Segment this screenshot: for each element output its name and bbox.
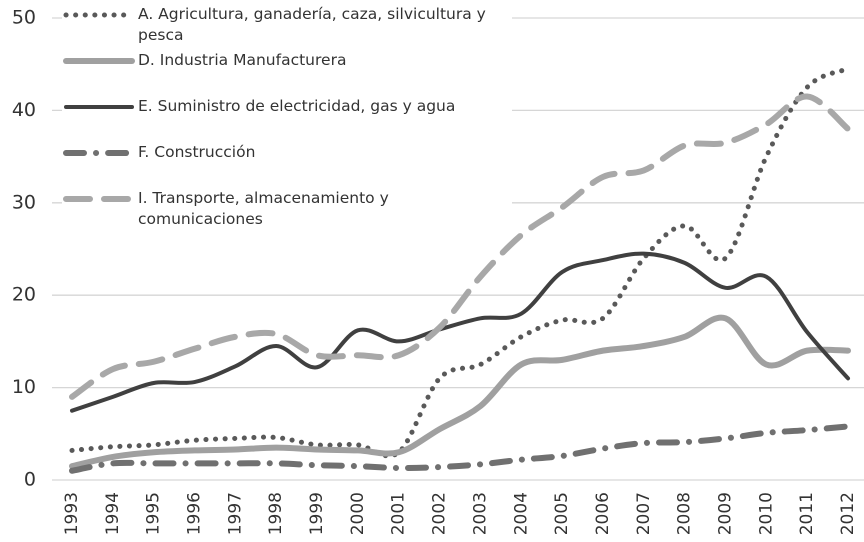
legend-swatch [63, 196, 135, 202]
x-tick-label: 2000 [348, 492, 368, 535]
x-tick-label: 2009 [715, 492, 735, 535]
x-tick-label: 2012 [838, 492, 858, 535]
x-tick-label: 1994 [103, 492, 123, 535]
legend-label: F. Construcción [138, 143, 256, 161]
x-tick-label: 2011 [797, 492, 817, 535]
series-line [69, 423, 851, 474]
x-tick-label: 2010 [756, 492, 776, 535]
x-tick-label: 2003 [470, 492, 490, 535]
legend-item: I. Transporte, almacenamiento y comunica… [62, 188, 512, 234]
y-tick-label: 20 [12, 284, 36, 306]
y-tick-label: 10 [12, 376, 36, 398]
legend-swatch [63, 150, 135, 156]
x-tick-label: 2005 [552, 492, 572, 535]
legend-swatch [63, 12, 135, 18]
legend-swatch [63, 58, 135, 64]
series-line [69, 314, 851, 470]
x-tick-label: 1998 [266, 492, 286, 535]
y-tick-label: 50 [12, 7, 36, 29]
x-tick-label: 1995 [144, 492, 164, 535]
x-tick-label: 2007 [634, 492, 654, 535]
legend-label: A. Agricultura, ganadería, caza, silvicu… [138, 5, 486, 44]
x-tick-label: 2006 [593, 492, 613, 535]
legend-item: A. Agricultura, ganadería, caza, silvicu… [62, 4, 512, 50]
legend-label: D. Industria Manufacturera [138, 51, 347, 69]
x-tick-label: 2004 [511, 492, 531, 535]
series-line [69, 93, 851, 400]
x-tick-label: 1997 [225, 492, 245, 535]
legend-item: F. Construcción [62, 142, 512, 188]
x-tick-label: 2001 [389, 492, 409, 535]
y-tick-label: 0 [24, 469, 36, 491]
legend: A. Agricultura, ganadería, caza, silvicu… [62, 4, 512, 234]
series-line [69, 66, 851, 459]
legend-item: E. Suministro de electricidad, gas y agu… [62, 96, 512, 142]
legend-label: I. Transporte, almacenamiento y comunica… [138, 189, 389, 228]
y-tick-label: 30 [12, 191, 36, 213]
x-tick-label: 1993 [62, 492, 82, 535]
x-tick-label: 2002 [430, 492, 450, 535]
x-tick-label: 1999 [307, 492, 327, 535]
x-tick-label: 1996 [185, 492, 205, 535]
series-line [70, 251, 850, 413]
y-tick-label: 40 [12, 99, 36, 121]
legend-swatch [64, 105, 134, 109]
legend-item: D. Industria Manufacturera [62, 50, 512, 96]
legend-label: E. Suministro de electricidad, gas y agu… [138, 97, 456, 115]
x-tick-label: 2008 [675, 492, 695, 535]
